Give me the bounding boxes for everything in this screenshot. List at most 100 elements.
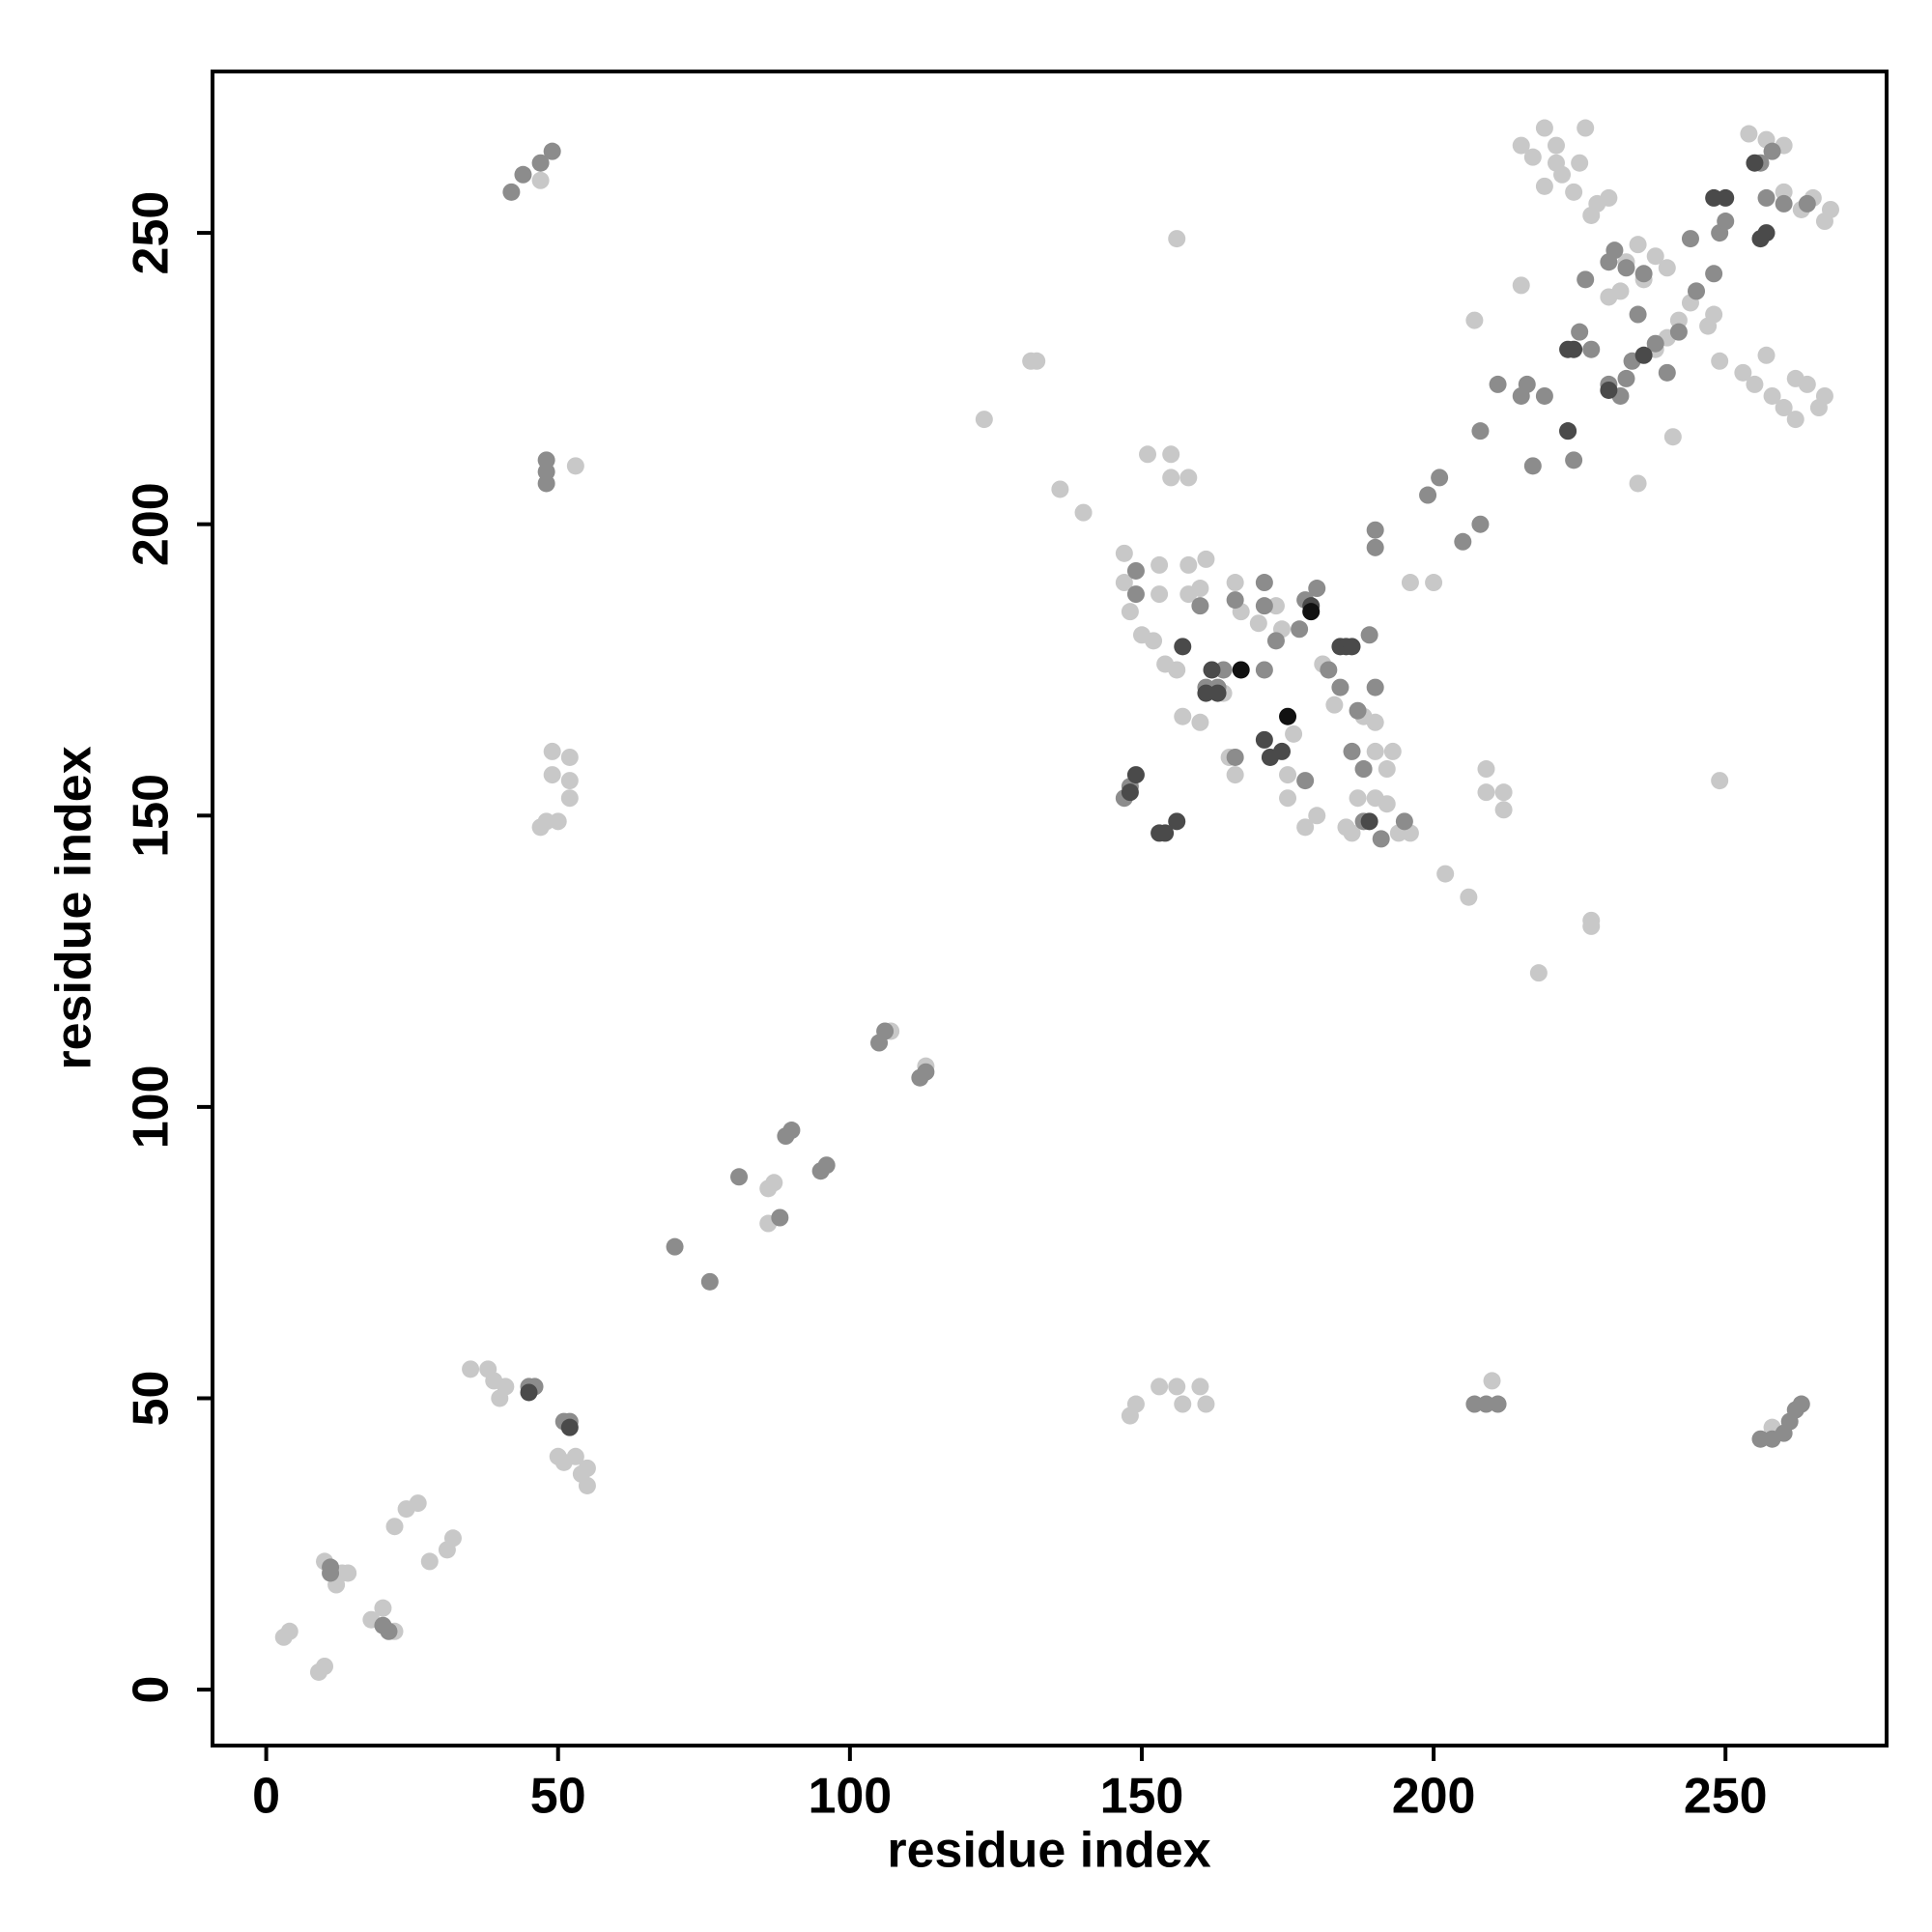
point [1279, 789, 1297, 808]
point [1646, 334, 1664, 353]
point [1617, 369, 1635, 387]
point [1126, 585, 1145, 604]
point [1431, 469, 1449, 487]
plot-frame [211, 70, 1889, 1747]
point [1775, 194, 1793, 213]
point [1571, 323, 1589, 341]
point [1395, 812, 1413, 831]
point [1203, 661, 1221, 679]
point [817, 1156, 836, 1175]
point [1349, 701, 1367, 720]
point [531, 818, 550, 837]
point [1489, 1395, 1507, 1413]
point [1174, 638, 1192, 656]
point [771, 1208, 789, 1227]
point [1074, 503, 1093, 522]
point [374, 1599, 392, 1617]
point [1349, 789, 1367, 808]
point [1343, 824, 1361, 842]
point [1266, 632, 1285, 650]
point [1535, 119, 1553, 137]
point [1746, 154, 1764, 172]
point [385, 1518, 404, 1536]
point [1360, 812, 1378, 831]
point [1577, 270, 1595, 289]
point [1226, 574, 1244, 592]
point [1191, 1378, 1209, 1396]
point [1372, 830, 1390, 848]
point [1454, 532, 1472, 551]
point [1126, 1395, 1145, 1413]
point [1740, 125, 1758, 143]
point [520, 1383, 538, 1402]
point [1565, 340, 1583, 358]
point [543, 742, 561, 760]
point [1688, 282, 1706, 300]
point [666, 1237, 684, 1256]
point [1168, 1378, 1186, 1396]
point [1168, 230, 1186, 248]
point [578, 1459, 596, 1477]
point [1711, 772, 1729, 790]
point [1494, 801, 1513, 819]
point [1145, 632, 1163, 650]
point [765, 1174, 783, 1192]
point [1296, 818, 1315, 837]
point [531, 154, 550, 172]
point [1343, 742, 1361, 760]
point [1669, 323, 1688, 341]
point [1471, 515, 1490, 533]
point [1226, 591, 1244, 610]
point [1535, 177, 1553, 195]
point [1582, 340, 1601, 358]
point [531, 171, 550, 189]
point [1226, 748, 1244, 766]
point [1232, 661, 1250, 679]
point [1658, 259, 1676, 277]
point [1255, 661, 1273, 679]
point [1477, 760, 1495, 779]
point [700, 1272, 719, 1291]
point [566, 457, 584, 475]
point [917, 1063, 935, 1081]
point [549, 812, 567, 831]
point [1121, 603, 1139, 621]
point [1191, 713, 1209, 731]
point [1179, 555, 1198, 574]
point [1366, 678, 1384, 696]
point [1494, 783, 1513, 802]
point [1139, 445, 1157, 464]
point [1291, 620, 1309, 639]
point [1605, 242, 1624, 260]
point [1786, 369, 1804, 387]
point [1360, 626, 1378, 644]
point [1255, 730, 1273, 749]
point [1717, 213, 1735, 231]
point [876, 1022, 895, 1040]
point [1705, 265, 1723, 283]
point [1600, 288, 1618, 306]
point [1028, 352, 1046, 370]
point [322, 1564, 340, 1582]
x-axis-title: residue index [887, 1823, 1210, 1879]
point [1629, 474, 1647, 493]
point [1512, 276, 1530, 295]
point [1151, 1378, 1169, 1396]
point [1366, 713, 1384, 731]
point [1331, 678, 1350, 696]
point [1226, 766, 1244, 784]
point [543, 766, 561, 784]
point [1786, 411, 1804, 429]
y-tick-label: 200 [124, 482, 180, 566]
point [1126, 766, 1145, 784]
point [566, 1447, 584, 1465]
point [1366, 521, 1384, 539]
point [1746, 375, 1764, 393]
point [502, 183, 521, 201]
point [1354, 760, 1373, 779]
point [1535, 386, 1553, 405]
point [1775, 399, 1793, 417]
point [1634, 346, 1653, 364]
point [1308, 580, 1326, 598]
